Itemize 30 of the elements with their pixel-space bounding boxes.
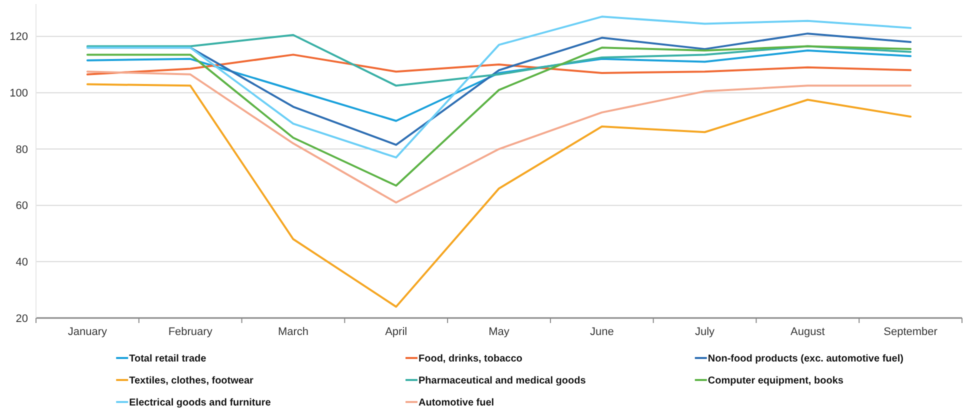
- line-series: [86, 45, 912, 187]
- x-tick-label: August: [790, 326, 825, 338]
- x-tick-label: March: [278, 326, 309, 338]
- x-tick-label: September: [884, 326, 938, 338]
- legend-label: Textiles, clothes, footwear: [129, 376, 254, 386]
- y-tick-label: 120: [10, 31, 28, 44]
- x-tick-label: July: [694, 326, 716, 338]
- x-tick-label: February: [168, 326, 213, 338]
- line-series: [86, 34, 912, 87]
- legend-label: Pharmaceutical and medical goods: [418, 376, 586, 386]
- y-tick-label: 20: [16, 312, 28, 325]
- x-tick-label: April: [385, 326, 408, 338]
- legend-label: Total retail trade: [129, 354, 207, 364]
- y-tick-label: 60: [16, 200, 28, 212]
- legend-label: Electrical goods and furniture: [129, 398, 272, 408]
- line-series: [86, 83, 912, 308]
- y-tick-label: 40: [16, 256, 28, 269]
- line-series: [86, 16, 912, 158]
- x-tick-label: June: [590, 326, 614, 338]
- line-series: [86, 54, 912, 76]
- y-tick-label: 80: [16, 144, 28, 156]
- x-tick-label: May: [488, 326, 510, 338]
- line-series: [86, 70, 912, 204]
- x-tick-label: January: [68, 326, 108, 338]
- line-series: [86, 49, 912, 122]
- y-tick-label: 100: [10, 88, 28, 100]
- legend-label: Computer equipment, books: [708, 376, 844, 386]
- legend-label: Automotive fuel: [418, 398, 494, 408]
- legend-label: Non-food products (exc. automotive fuel): [708, 354, 904, 364]
- legend-label: Food, drinks, tobacco: [418, 354, 522, 364]
